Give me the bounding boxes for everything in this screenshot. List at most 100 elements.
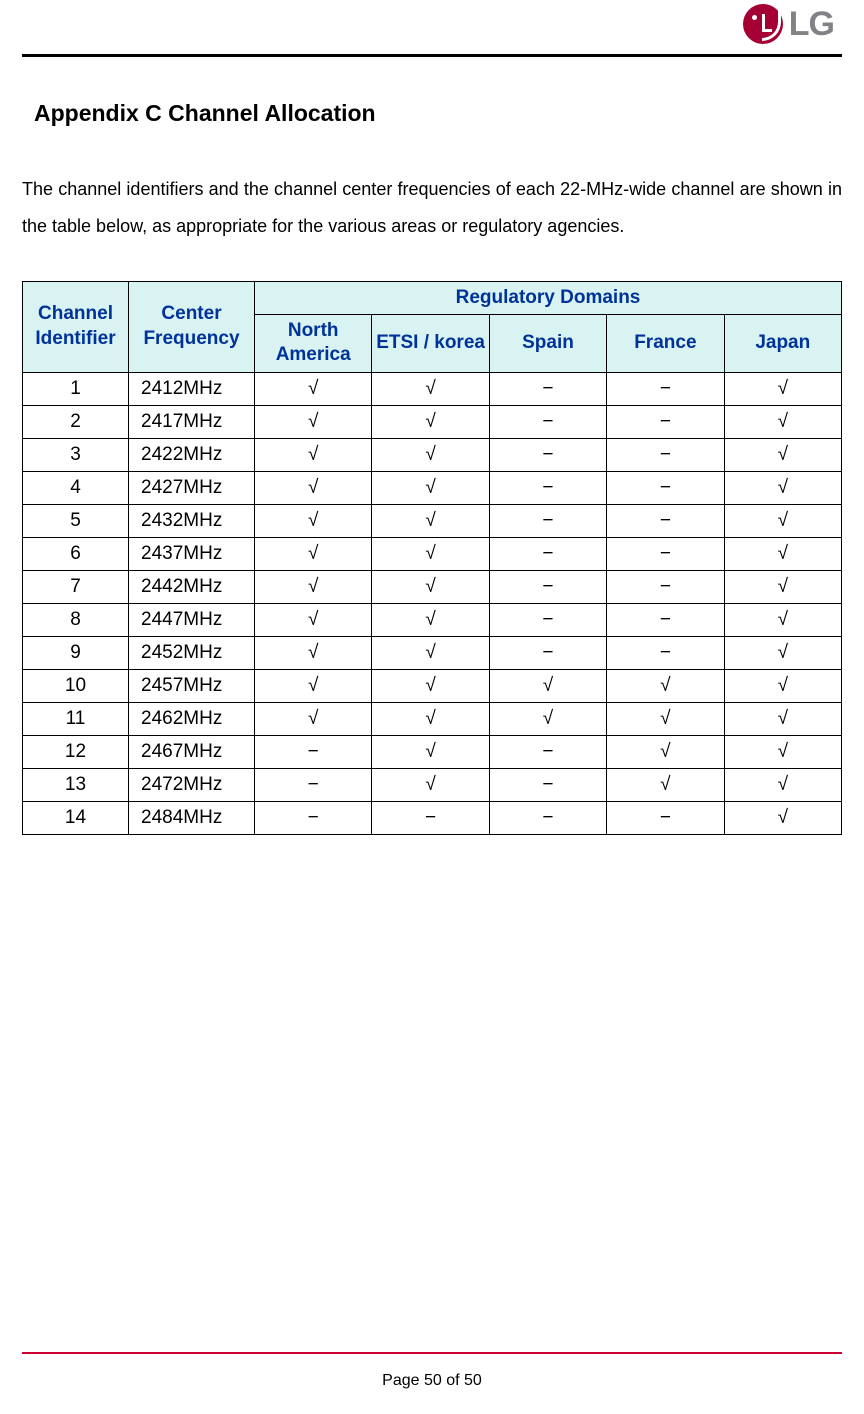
cell-freq: 2442MHz [129, 571, 255, 604]
cell-spain: − [489, 373, 606, 406]
cell-etsi: √ [372, 505, 489, 538]
cell-id: 12 [23, 736, 129, 769]
table-row: 132472MHz−√−√√ [23, 769, 842, 802]
cell-etsi: √ [372, 736, 489, 769]
table-row: 62437MHz√√−−√ [23, 538, 842, 571]
cell-freq: 2484MHz [129, 802, 255, 835]
cell-france: − [607, 439, 724, 472]
page-number: Page 50 of 50 [0, 1372, 864, 1390]
cell-id: 10 [23, 670, 129, 703]
cell-na: √ [255, 538, 372, 571]
cell-etsi: √ [372, 769, 489, 802]
cell-japan: √ [724, 571, 841, 604]
cell-id: 2 [23, 406, 129, 439]
cell-etsi: √ [372, 637, 489, 670]
cell-japan: √ [724, 439, 841, 472]
cell-freq: 2427MHz [129, 472, 255, 505]
cell-france: − [607, 604, 724, 637]
cell-france: − [607, 505, 724, 538]
table-header-row-1: Channel Identifier Center Frequency Regu… [23, 281, 842, 314]
page: LG Appendix C Channel Allocation The cha… [0, 0, 864, 1414]
cell-freq: 2467MHz [129, 736, 255, 769]
cell-spain: − [489, 472, 606, 505]
table-row: 12412MHz√√−−√ [23, 373, 842, 406]
table-row: 82447MHz√√−−√ [23, 604, 842, 637]
cell-na: − [255, 769, 372, 802]
cell-spain: − [489, 571, 606, 604]
cell-france: √ [607, 736, 724, 769]
cell-na: √ [255, 439, 372, 472]
cell-freq: 2447MHz [129, 604, 255, 637]
cell-france: √ [607, 670, 724, 703]
cell-etsi: √ [372, 703, 489, 736]
cell-spain: − [489, 406, 606, 439]
col-japan: Japan [724, 314, 841, 372]
cell-id: 1 [23, 373, 129, 406]
cell-spain: √ [489, 703, 606, 736]
cell-etsi: √ [372, 373, 489, 406]
cell-france: − [607, 571, 724, 604]
cell-etsi: − [372, 802, 489, 835]
table-row: 112462MHz√√√√√ [23, 703, 842, 736]
cell-japan: √ [724, 373, 841, 406]
cell-spain: − [489, 637, 606, 670]
cell-na: √ [255, 571, 372, 604]
cell-id: 14 [23, 802, 129, 835]
cell-freq: 2432MHz [129, 505, 255, 538]
cell-japan: √ [724, 670, 841, 703]
cell-freq: 2437MHz [129, 538, 255, 571]
cell-id: 11 [23, 703, 129, 736]
cell-na: √ [255, 373, 372, 406]
table-row: 22417MHz√√−−√ [23, 406, 842, 439]
cell-etsi: √ [372, 670, 489, 703]
cell-etsi: √ [372, 538, 489, 571]
channel-table: Channel Identifier Center Frequency Regu… [22, 281, 842, 835]
cell-spain: − [489, 769, 606, 802]
cell-france: − [607, 637, 724, 670]
cell-japan: √ [724, 538, 841, 571]
lg-logo: LG [743, 4, 834, 44]
cell-japan: √ [724, 802, 841, 835]
cell-freq: 2457MHz [129, 670, 255, 703]
cell-freq: 2472MHz [129, 769, 255, 802]
col-north-america: North America [255, 314, 372, 372]
cell-id: 13 [23, 769, 129, 802]
table-row: 122467MHz−√−√√ [23, 736, 842, 769]
cell-japan: √ [724, 604, 841, 637]
cell-freq: 2417MHz [129, 406, 255, 439]
cell-spain: − [489, 604, 606, 637]
intro-paragraph: The channel identifiers and the channel … [22, 171, 842, 245]
table-row: 92452MHz√√−−√ [23, 637, 842, 670]
cell-spain: − [489, 736, 606, 769]
cell-id: 5 [23, 505, 129, 538]
cell-france: − [607, 802, 724, 835]
cell-etsi: √ [372, 604, 489, 637]
cell-id: 6 [23, 538, 129, 571]
lg-logo-text: LG [789, 5, 834, 44]
cell-france: − [607, 406, 724, 439]
cell-spain: − [489, 439, 606, 472]
cell-france: √ [607, 703, 724, 736]
cell-na: √ [255, 637, 372, 670]
cell-japan: √ [724, 472, 841, 505]
table-row: 32422MHz√√−−√ [23, 439, 842, 472]
cell-france: − [607, 373, 724, 406]
cell-na: √ [255, 703, 372, 736]
cell-japan: √ [724, 769, 841, 802]
table-row: 52432MHz√√−−√ [23, 505, 842, 538]
cell-freq: 2452MHz [129, 637, 255, 670]
cell-spain: − [489, 505, 606, 538]
cell-etsi: √ [372, 406, 489, 439]
col-france: France [607, 314, 724, 372]
cell-id: 4 [23, 472, 129, 505]
cell-na: − [255, 802, 372, 835]
col-channel-id: Channel Identifier [23, 281, 129, 372]
lg-logo-mark [743, 4, 783, 44]
cell-id: 9 [23, 637, 129, 670]
table-row: 42427MHz√√−−√ [23, 472, 842, 505]
cell-japan: √ [724, 505, 841, 538]
cell-france: √ [607, 769, 724, 802]
cell-na: √ [255, 505, 372, 538]
cell-japan: √ [724, 736, 841, 769]
cell-freq: 2462MHz [129, 703, 255, 736]
